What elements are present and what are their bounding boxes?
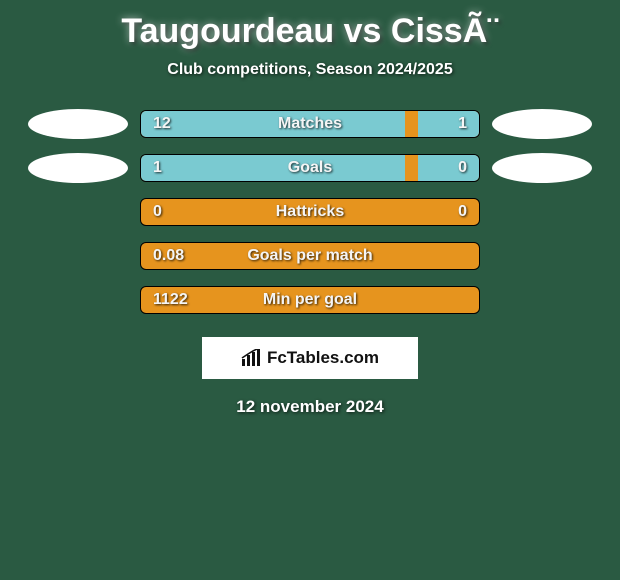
- spacer: [492, 241, 592, 271]
- player-right-marker: [492, 153, 592, 183]
- stat-label: Min per goal: [141, 291, 479, 309]
- stat-bar: 00Hattricks: [140, 198, 480, 226]
- stat-bar: 0.08Goals per match: [140, 242, 480, 270]
- barchart-icon: [241, 349, 261, 367]
- stat-row: 1122Min per goal: [0, 285, 620, 315]
- subtitle: Club competitions, Season 2024/2025: [167, 61, 452, 79]
- player-right-marker: [492, 109, 592, 139]
- spacer: [492, 285, 592, 315]
- stat-bar: 10Goals: [140, 154, 480, 182]
- stat-label: Goals: [141, 159, 479, 177]
- stat-rows: 121Matches 10Goals 00Hattricks 0.08Goals pe…: [0, 109, 620, 315]
- player-left-marker: [28, 109, 128, 139]
- spacer: [492, 197, 592, 227]
- stat-row: 00Hattricks: [0, 197, 620, 227]
- stat-bar: 1122Min per goal: [140, 286, 480, 314]
- spacer: [28, 285, 128, 315]
- stat-row: 121Matches: [0, 109, 620, 139]
- date-text: 12 november 2024: [236, 397, 383, 417]
- stat-row: 0.08Goals per match: [0, 241, 620, 271]
- stat-label: Goals per match: [141, 247, 479, 265]
- brand-text: FcTables.com: [267, 348, 379, 368]
- stat-row: 10Goals: [0, 153, 620, 183]
- brand-box[interactable]: FcTables.com: [202, 337, 418, 379]
- player-left-marker: [28, 153, 128, 183]
- spacer: [28, 197, 128, 227]
- comparison-widget: Taugourdeau vs CissÃ¨ Club competitions,…: [0, 0, 620, 429]
- stat-label: Matches: [141, 115, 479, 133]
- page-title: Taugourdeau vs CissÃ¨: [121, 12, 498, 51]
- spacer: [28, 241, 128, 271]
- stat-label: Hattricks: [141, 203, 479, 221]
- stat-bar: 121Matches: [140, 110, 480, 138]
